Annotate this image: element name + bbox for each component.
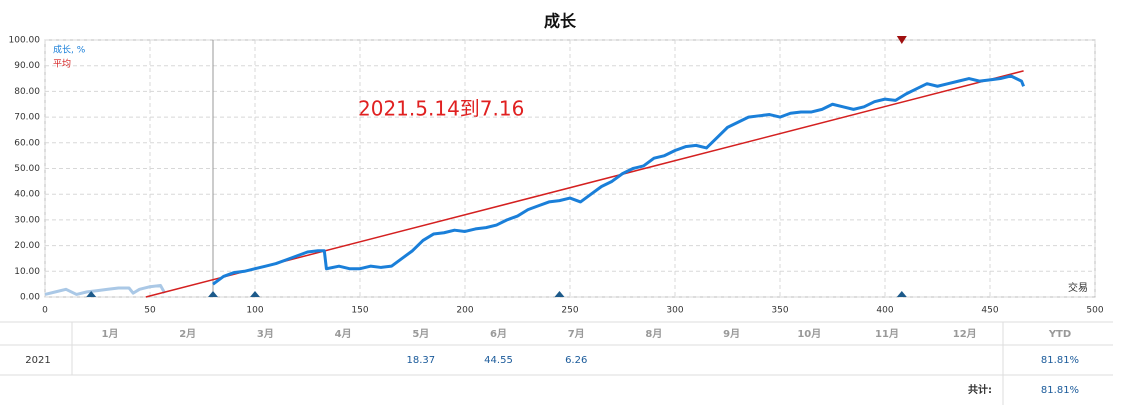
row-year: 2021	[25, 355, 50, 366]
month-value: 44.55	[484, 355, 513, 366]
month-header: 3月	[257, 328, 274, 340]
legend-entry: 平均	[53, 58, 71, 70]
trade-marker	[250, 291, 260, 297]
y-tick-label: 100.00	[9, 36, 41, 46]
trade-marker	[896, 291, 907, 297]
annotation: 2021.5.14到7.16	[358, 97, 524, 121]
chart-title: 成长	[544, 12, 577, 31]
month-header: 10月	[797, 328, 821, 340]
series-line	[212, 74, 1025, 286]
x-tick-label: 500	[1086, 306, 1103, 316]
trade-marker	[208, 291, 218, 297]
x-tick-label: 100	[246, 306, 263, 316]
month-header: 4月	[335, 328, 352, 340]
series-line	[145, 70, 1024, 298]
month-value: 6.26	[565, 355, 587, 366]
trade-marker	[86, 291, 97, 297]
x-tick-label: 300	[666, 306, 683, 316]
y-tick-label: 50.00	[14, 164, 40, 174]
trade-marker	[554, 291, 565, 297]
x-axis-label: 交易	[1068, 281, 1088, 294]
month-header: 7月	[568, 328, 585, 340]
footer-value: 81.81%	[1041, 385, 1079, 396]
month-header: 9月	[723, 328, 740, 340]
x-tick-label: 450	[981, 306, 998, 316]
month-header: 11月	[875, 328, 899, 340]
month-header: 2月	[179, 328, 196, 340]
y-tick-label: 90.00	[14, 61, 40, 71]
x-tick-label: 0	[42, 306, 48, 316]
y-tick-label: 20.00	[14, 241, 40, 251]
y-tick-label: 70.00	[14, 113, 40, 123]
ytd-value: 81.81%	[1041, 355, 1079, 366]
top-marker	[896, 36, 907, 44]
x-tick-label: 200	[456, 306, 473, 316]
month-value: 18.37	[406, 355, 435, 366]
x-tick-label: 350	[771, 306, 788, 316]
ytd-header: YTD	[1048, 329, 1071, 340]
month-header: 12月	[953, 328, 977, 340]
month-header: 8月	[645, 328, 662, 340]
month-header: 6月	[490, 328, 507, 340]
month-header: 1月	[102, 328, 119, 340]
footer-label: 共计:	[968, 383, 992, 396]
y-tick-label: 40.00	[14, 190, 40, 200]
x-tick-label: 250	[561, 306, 578, 316]
y-tick-label: 60.00	[14, 138, 40, 148]
y-tick-label: 0.00	[20, 293, 40, 303]
x-tick-label: 400	[876, 306, 893, 316]
y-tick-label: 80.00	[14, 87, 40, 97]
x-tick-label: 50	[144, 306, 156, 316]
x-tick-label: 150	[351, 306, 368, 316]
y-tick-label: 10.00	[14, 267, 40, 277]
series-line	[44, 283, 167, 296]
legend-entry: 成长, %	[53, 44, 86, 56]
y-tick-label: 30.00	[14, 215, 40, 225]
month-header: 5月	[412, 328, 429, 340]
